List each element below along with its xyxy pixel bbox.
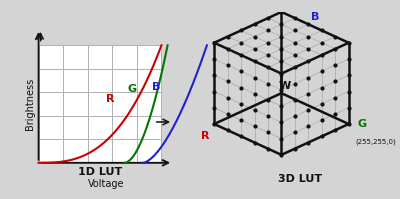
Text: B: B: [152, 82, 160, 92]
Text: R: R: [201, 131, 210, 141]
Text: W: W: [279, 81, 291, 91]
Text: (255,255,0): (255,255,0): [356, 138, 396, 144]
Text: R: R: [106, 94, 115, 104]
Text: Voltage: Voltage: [88, 179, 124, 189]
Text: G: G: [127, 84, 136, 94]
Text: G: G: [358, 119, 367, 129]
Text: 1D LUT: 1D LUT: [78, 168, 122, 178]
Text: Brightness: Brightness: [25, 78, 35, 130]
Text: 3D LUT: 3D LUT: [278, 174, 322, 183]
Text: B: B: [311, 12, 319, 22]
